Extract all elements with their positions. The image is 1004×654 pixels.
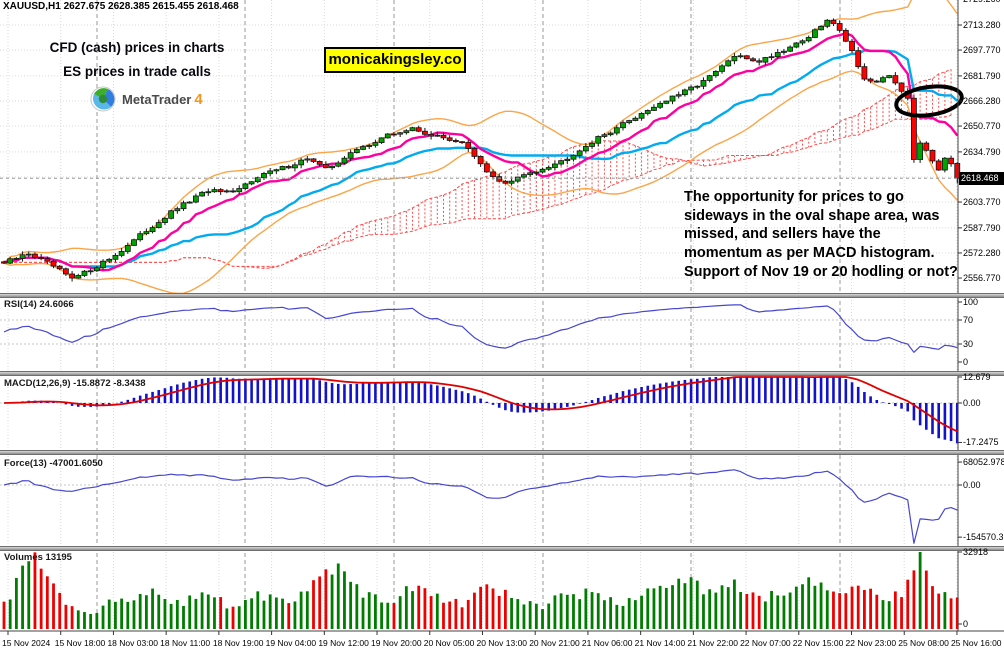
time-axis-label: 19 Nov 20:00 <box>371 638 422 648</box>
time-axis-label: 20 Nov 05:00 <box>423 638 475 648</box>
price-axis-label: 2681.790 <box>963 70 1001 81</box>
price-axis-label: 2697.770 <box>963 45 1001 56</box>
price-axis-label: 2650.770 <box>963 121 1001 132</box>
force-axis-label: 68052.9782 <box>963 457 1004 468</box>
time-axis-label: 18 Nov 11:00 <box>160 638 211 648</box>
force-panel-label: Force(13) -47001.6050 <box>4 458 103 469</box>
time-axis-label: 15 Nov 18:00 <box>54 638 106 648</box>
macd-axis-label: -17.2475 <box>963 437 999 448</box>
time-axis-label: 21 Nov 22:00 <box>687 638 738 648</box>
macd-histogram <box>8 377 959 444</box>
time-axis-label: 25 Nov 16:00 <box>950 638 1002 648</box>
force-axis-label: 0.00 <box>963 480 981 490</box>
current-price-tag: 2618.468 <box>959 172 1004 185</box>
tenkan-line <box>3 32 959 272</box>
time-axis-label: 20 Nov 13:00 <box>476 638 528 648</box>
price-axis-label: 2572.280 <box>963 247 1001 258</box>
rsi-line <box>3 304 958 353</box>
time-axis-label: 20 Nov 21:00 <box>529 638 580 648</box>
metatrader-logo: MetaTrader 4 <box>90 85 203 113</box>
time-axis-label: 22 Nov 23:00 <box>845 638 897 648</box>
grid-layer <box>0 0 958 630</box>
macd-signal-line <box>3 376 958 433</box>
time-axis-label: 19 Nov 12:00 <box>318 638 369 648</box>
note-es-prices: ES prices in trade calls <box>63 64 211 79</box>
panel-separator[interactable] <box>0 450 1004 455</box>
time-axis-label: 18 Nov 19:00 <box>212 638 264 648</box>
macd-axis-label: 12.679 <box>963 372 991 382</box>
volume-bars <box>2 552 959 629</box>
time-axis-label: 21 Nov 06:00 <box>581 638 633 648</box>
price-axis-label: 2634.790 <box>963 146 1001 157</box>
time-axis-label: 22 Nov 15:00 <box>792 638 844 648</box>
macd-axis-label: 0.00 <box>963 398 981 408</box>
price-axis-label: 2666.280 <box>963 95 1001 106</box>
rsi-panel-label: RSI(14) 24.6066 <box>4 299 74 310</box>
price-axis-label: 2556.770 <box>963 273 1001 283</box>
volume-axis-label: 32918 <box>963 547 989 557</box>
analysis-note: The opportunity for prices to go sideway… <box>684 189 958 280</box>
rsi-axis-label: 0 <box>963 357 969 367</box>
ichimoku-cloud <box>4 68 952 269</box>
metatrader-icon <box>90 86 116 112</box>
price-axis-label: 2587.790 <box>963 222 1001 233</box>
price-axis-label: 2729.260 <box>963 0 1001 4</box>
oval-annotation <box>894 84 964 118</box>
rsi-axis-label: 100 <box>963 297 979 307</box>
rsi-axis-label: 70 <box>963 315 974 325</box>
price-axis-label: 2603.770 <box>963 197 1001 208</box>
volume-axis-label: 0 <box>963 619 969 629</box>
volumes-panel-label: Volumes 13195 <box>4 552 72 563</box>
macd-panel-label: MACD(12,26,9) -15.8872 -8.3438 <box>4 378 146 389</box>
metatrader-label: MetaTrader <box>122 91 192 107</box>
time-axis-label: 25 Nov 08:00 <box>898 638 949 648</box>
note-cfd-prices: CFD (cash) prices in charts <box>49 40 225 55</box>
time-axis-label: 21 Nov 14:00 <box>634 638 686 648</box>
metatrader-version: 4 <box>194 90 203 108</box>
time-axis-label: 19 Nov 04:00 <box>265 638 317 648</box>
panel-separator[interactable] <box>0 371 1004 376</box>
time-axis-label: 18 Nov 03:00 <box>107 638 159 648</box>
force-axis-label: -154570.39 <box>963 532 1004 543</box>
time-axis-label: 15 Nov 2024 <box>2 638 51 648</box>
force-line <box>3 469 958 544</box>
symbol-ohlc-title: XAUUSD,H1 2627.675 2628.385 2615.455 261… <box>3 1 239 12</box>
brand-badge: monicakingsley.co <box>324 47 466 73</box>
rsi-axis-label: 30 <box>963 339 974 349</box>
candles-layer <box>1 18 961 282</box>
price-axis-label: 2713.280 <box>963 20 1001 30</box>
panel-separator[interactable] <box>0 546 1004 551</box>
panel-separator[interactable] <box>0 293 1004 298</box>
time-axis-label: 22 Nov 07:00 <box>740 638 791 648</box>
